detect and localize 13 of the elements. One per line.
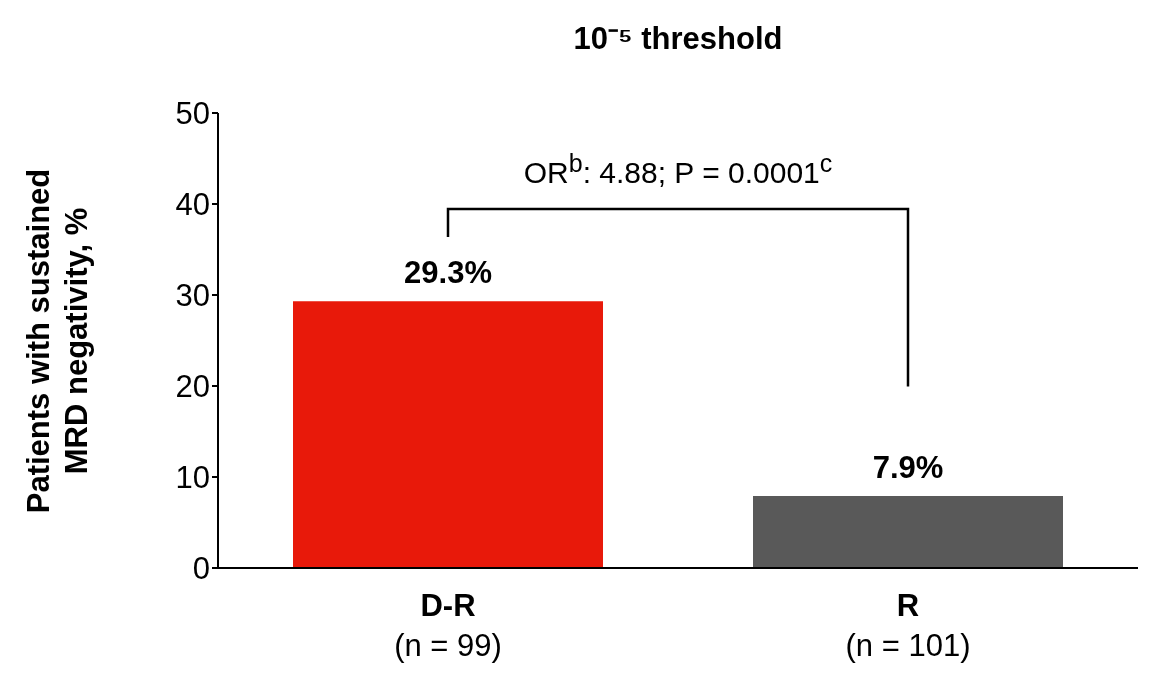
y-tick-label: 40 [175, 187, 210, 223]
x-tick-label: R (n = 101) [845, 588, 971, 663]
y-tick-label: 30 [175, 278, 210, 314]
y-tick-label: 50 [175, 96, 210, 132]
data-label: 29.3% [404, 255, 492, 291]
y-tick-label: 20 [175, 369, 210, 405]
chart-title: 10⁻⁵ threshold [572, 20, 784, 58]
y-tick-label: 10 [175, 460, 210, 496]
y-tick-label: 0 [192, 551, 210, 587]
x-tick-label: D-R (n = 99) [394, 588, 502, 663]
annotation: OR$^{b}$: 4.88; P = 0.0001$^{c}$ [522, 148, 834, 190]
data-label: 7.9% [872, 450, 944, 486]
y-axis-title: Patients with sustained MRD negativity, % [20, 168, 95, 513]
